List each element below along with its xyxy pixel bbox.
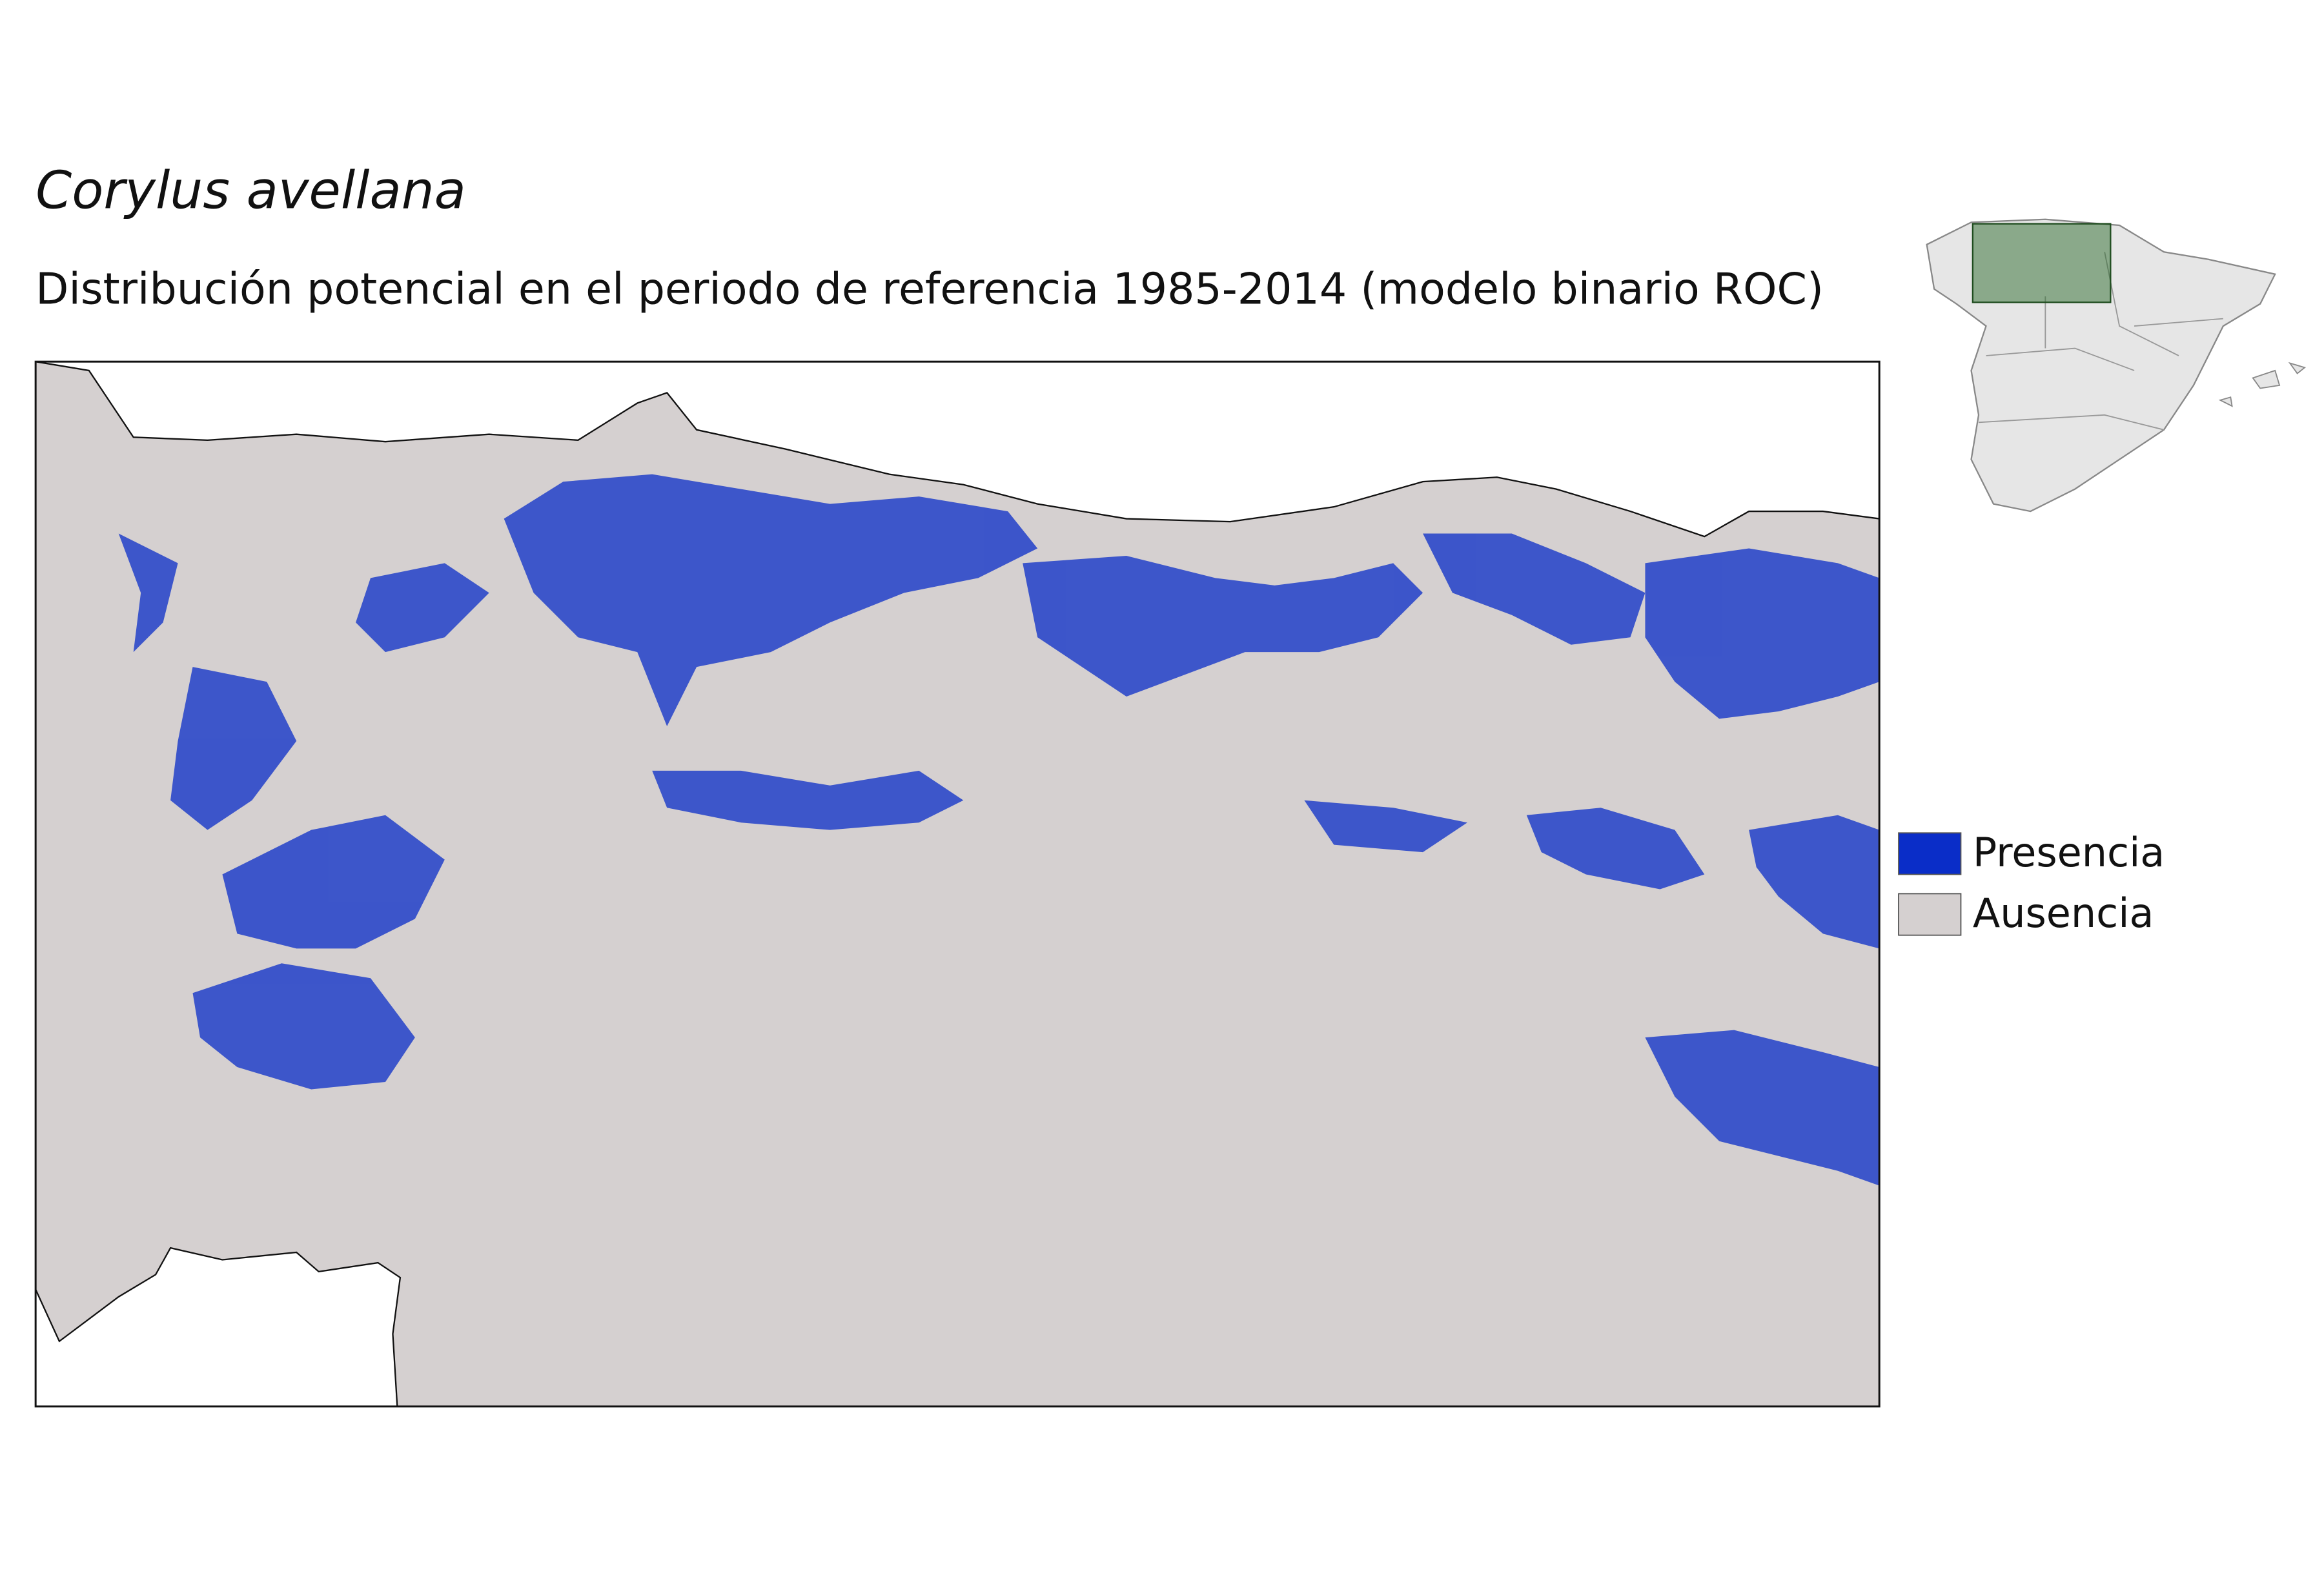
legend-label: Presencia — [1973, 829, 2165, 876]
subtitle: Distribución potencial en el periodo de … — [36, 263, 1824, 314]
inset-map — [1926, 218, 2307, 513]
extent-box — [1972, 223, 2112, 303]
map-frame — [34, 360, 1881, 1408]
islands — [2218, 362, 2307, 407]
main-map — [34, 360, 1881, 1408]
legend: Presencia Ausencia — [1898, 829, 2165, 937]
region-borders — [1978, 252, 2223, 431]
presence-areas — [118, 474, 1880, 1186]
legend-label: Ausencia — [1973, 890, 2154, 937]
legend-swatch — [1898, 832, 1962, 875]
legend-swatch — [1898, 893, 1962, 936]
portugal — [35, 1247, 402, 1407]
title: Corylus avellana — [36, 160, 466, 221]
sea — [35, 361, 1881, 538]
